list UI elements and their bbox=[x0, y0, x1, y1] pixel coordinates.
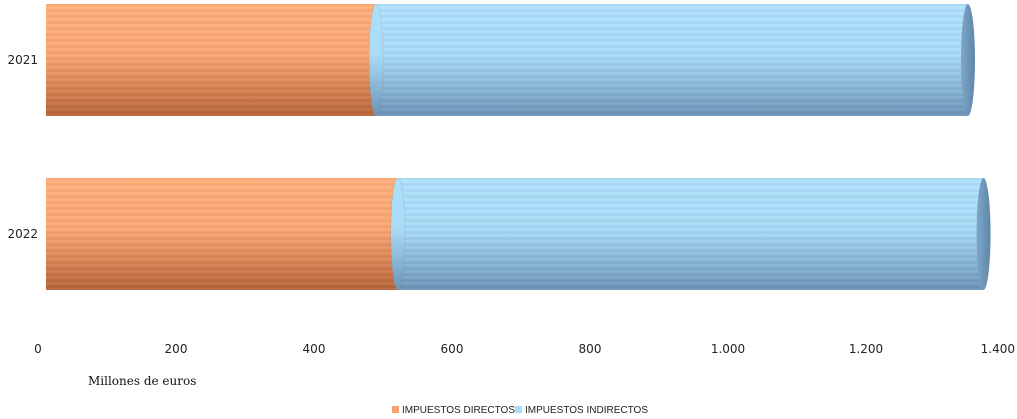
x-tick-label: 1.400 bbox=[981, 342, 1015, 356]
x-tick-label: 800 bbox=[579, 342, 602, 356]
category-label: 2021 bbox=[7, 53, 38, 67]
bars-group bbox=[46, 3, 991, 291]
category-label: 2022 bbox=[7, 227, 38, 241]
legend-label: IMPUESTOS DIRECTOS bbox=[402, 405, 515, 416]
category-labels: 2021 2022 bbox=[7, 53, 38, 241]
x-tick-label: 400 bbox=[303, 342, 326, 356]
x-tick-label: 200 bbox=[165, 342, 188, 356]
x-axis-tick-labels: 0 200 400 600 800 1.000 1.200 1.400 bbox=[34, 342, 1015, 356]
bar-texture bbox=[46, 178, 398, 290]
x-tick-label: 600 bbox=[441, 342, 464, 356]
x-tick-label: 0 bbox=[34, 342, 42, 356]
legend-label: IMPUESTOS INDIRECTOS bbox=[525, 405, 648, 416]
x-tick-label: 1.200 bbox=[849, 342, 883, 356]
bar-texture bbox=[376, 4, 968, 116]
x-tick-label: 1.000 bbox=[711, 342, 745, 356]
bar-end-cap bbox=[960, 4, 975, 116]
legend-swatch bbox=[392, 406, 399, 413]
bar-segment-boundary bbox=[390, 177, 405, 291]
bar-texture bbox=[397, 178, 984, 290]
legend-swatch bbox=[515, 406, 522, 413]
bar-segment-boundary bbox=[368, 3, 384, 117]
bar-texture bbox=[46, 4, 377, 116]
legend: IMPUESTOS DIRECTOS IMPUESTOS INDIRECTOS bbox=[392, 405, 648, 416]
bar-end-cap bbox=[976, 178, 991, 290]
x-axis-label: Millones de euros bbox=[88, 374, 196, 388]
